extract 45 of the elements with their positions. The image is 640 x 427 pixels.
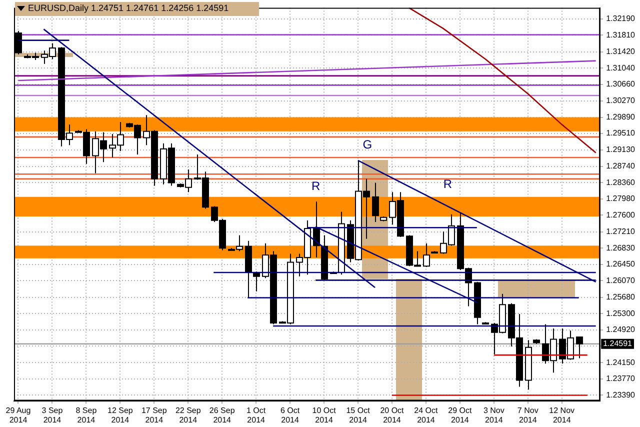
y-tick-label: 1.31420 bbox=[606, 47, 636, 56]
y-tick-label: 1.31040 bbox=[606, 63, 636, 72]
y-tick-label: 1.28360 bbox=[606, 178, 636, 187]
y-tick-label: 1.29510 bbox=[606, 128, 636, 138]
annotation: R bbox=[443, 176, 452, 191]
y-tick-label: 1.25300 bbox=[606, 308, 636, 318]
x-tick-label: 20 Oct 2014 bbox=[380, 406, 405, 424]
x-tick-label: 1 Oct 2014 bbox=[246, 406, 266, 424]
x-tick-label: 8 Sep 2014 bbox=[76, 406, 98, 424]
ref-line-label: 1.24591 bbox=[603, 339, 633, 348]
x-tick-label: 29 Oct 2014 bbox=[448, 406, 472, 424]
y-tick-label: 1.23390 bbox=[606, 390, 636, 400]
y-tick-label: 1.25680 bbox=[606, 292, 636, 302]
y-tick-label: 1.26830 bbox=[606, 243, 636, 252]
x-tick-label: 24 Oct 2014 bbox=[414, 406, 439, 424]
x-tick-label: 10 Oct 2014 bbox=[312, 406, 337, 424]
y-tick-label: 1.30660 bbox=[606, 80, 636, 89]
chart-title: EURUSD,Daily 1.24751 1.24761 1.24256 1.24591 bbox=[28, 3, 229, 13]
y-tick-label: 1.26070 bbox=[606, 276, 636, 285]
y-tick-label: 1.24150 bbox=[606, 358, 636, 367]
y-tick-label: 1.27600 bbox=[606, 210, 636, 220]
x-tick-label: 3 Sep 2014 bbox=[42, 406, 64, 424]
x-tick-label: 6 Oct 2014 bbox=[280, 406, 300, 424]
y-tick-label: 1.23770 bbox=[606, 374, 636, 384]
x-tick-label: 12 Nov 2014 bbox=[549, 406, 575, 424]
x-tick-label: 22 Sep 2014 bbox=[175, 406, 202, 424]
x-tick-label: 12 Sep 2014 bbox=[107, 406, 134, 424]
y-tick-label: 1.30270 bbox=[606, 96, 636, 106]
annotation: R bbox=[311, 178, 320, 193]
annotation: G bbox=[362, 138, 372, 152]
y-tick-label: 1.26450 bbox=[606, 260, 636, 269]
x-tick-label: 7 Nov 2014 bbox=[517, 406, 538, 424]
y-tick-label: 1.32190 bbox=[606, 14, 636, 24]
y-tick-label: 1.31810 bbox=[606, 30, 636, 40]
x-tick-label: 15 Oct 2014 bbox=[346, 406, 371, 424]
y-tick-label: 1.29890 bbox=[606, 112, 636, 122]
y-tick-label: 1.27980 bbox=[606, 194, 636, 204]
x-tick-label: 17 Sep 2014 bbox=[141, 406, 168, 424]
x-tick-label: 29 Aug 2014 bbox=[6, 406, 31, 424]
y-tick-label: 1.27210 bbox=[606, 227, 636, 236]
y-tick-label: 1.24920 bbox=[606, 325, 636, 334]
x-tick-label: 26 Sep 2014 bbox=[209, 406, 236, 424]
y-tick-label: 1.29130 bbox=[606, 144, 636, 154]
y-tick-label: 1.28740 bbox=[606, 162, 636, 171]
x-tick-label: 3 Nov 2014 bbox=[483, 406, 504, 424]
